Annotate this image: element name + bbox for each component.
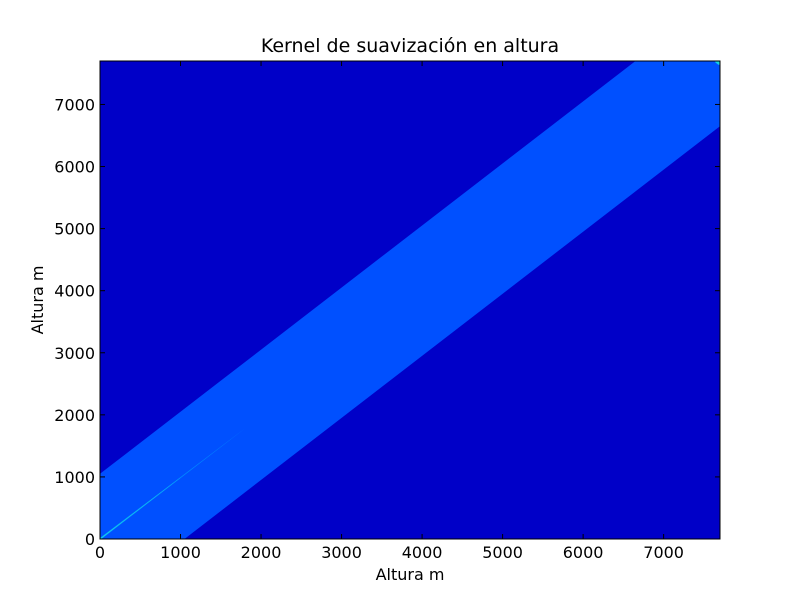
heatmap-region-core-upper [715, 61, 720, 65]
x-tick-label: 1000 [160, 543, 201, 562]
heatmap-region-core-lower [100, 477, 181, 539]
x-axis-ticks: 0 1000 2000 3000 4000 5000 6000 7000 [95, 61, 684, 562]
x-tick-label: 7000 [643, 543, 684, 562]
heatmap-region-band [100, 61, 720, 539]
y-tick-label: 1000 [54, 468, 95, 487]
y-tick-label: 5000 [54, 220, 95, 239]
plot-frame [99, 60, 721, 540]
x-tick-label: 2000 [241, 543, 282, 562]
y-tick-label: 0 [85, 530, 95, 549]
x-tick-label: 5000 [482, 543, 523, 562]
y-tick-label: 6000 [54, 158, 95, 177]
y-tick-label: 3000 [54, 344, 95, 363]
x-axis-label: Altura m [376, 565, 445, 584]
y-tick-label: 2000 [54, 406, 95, 425]
chart-title: Kernel de suavización en altura [261, 35, 559, 57]
x-tick-label: 6000 [563, 543, 604, 562]
y-axis-ticks: 0 1000 2000 3000 4000 5000 6000 7000 [54, 95, 720, 549]
plot-area [99, 60, 721, 540]
y-tick-label: 4000 [54, 282, 95, 301]
x-tick-label: 0 [95, 543, 105, 562]
x-tick-label: 4000 [402, 543, 443, 562]
x-tick-label: 3000 [321, 543, 362, 562]
y-axis-label: Altura m [28, 266, 47, 335]
y-tick-label: 7000 [54, 95, 95, 114]
